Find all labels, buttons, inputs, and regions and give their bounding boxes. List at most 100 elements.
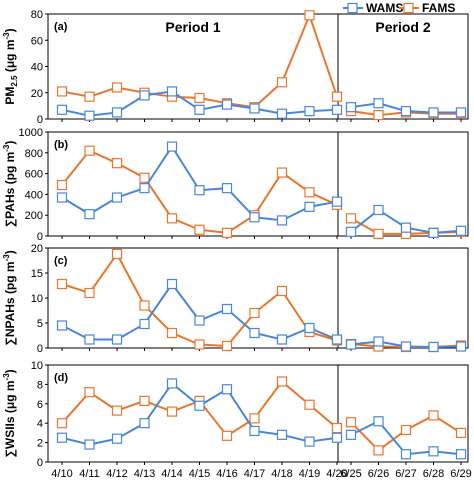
- data-point-fams: [84, 145, 95, 156]
- data-point-wams: [84, 334, 95, 345]
- data-point-fams: [373, 228, 384, 240]
- data-point-wams: [56, 104, 68, 115]
- data-point-wams: [345, 102, 357, 113]
- data-point-fams: [56, 418, 68, 429]
- data-point-fams: [345, 417, 357, 428]
- data-point-fams: [111, 248, 123, 260]
- panel-b: 0 200 400 600 800 1000 (b) ∑PAHs (pg m-3): [2, 127, 469, 243]
- legend-fams-marker: [403, 2, 414, 14]
- data-point-wams: [345, 226, 357, 237]
- x-tick-label: 4/10: [51, 468, 72, 480]
- x-tick-label: 6/27: [395, 468, 416, 480]
- x-tick-label: 4/17: [244, 468, 265, 480]
- y-tick-label: 0: [37, 343, 43, 355]
- data-point-fams: [166, 327, 178, 339]
- data-point-wams: [194, 400, 205, 411]
- panel-a: 0 20 40 60 80 (a) PM2.5 (μg m-3) Period 1 Period…: [2, 9, 469, 126]
- data-point-wams: [166, 86, 178, 97]
- data-point-wams: [331, 104, 343, 115]
- y-tick-label: 10: [31, 360, 43, 372]
- y-tick-label: 40: [31, 62, 43, 74]
- data-point-wams: [428, 227, 439, 238]
- legend-wams-label: WAMS: [366, 1, 403, 15]
- panel-label: (a): [54, 21, 68, 33]
- y-tick-label: 400: [25, 189, 43, 201]
- period-1-label: Period 1: [165, 19, 220, 35]
- data-point-fams: [345, 213, 357, 224]
- x-tick-label: 4/13: [134, 468, 155, 480]
- data-point-wams: [56, 320, 68, 331]
- y-tick-label: 6: [37, 399, 43, 411]
- y-tick-label: 200: [25, 210, 43, 222]
- data-point-fams: [56, 278, 68, 290]
- data-point-fams: [331, 422, 343, 434]
- series-line-fams-period1: [61, 252, 338, 348]
- data-point-wams: [194, 185, 205, 196]
- data-point-wams: [455, 225, 467, 236]
- data-point-fams: [84, 287, 95, 299]
- y-tick-label: 5: [37, 318, 43, 330]
- data-point-fams: [194, 339, 205, 350]
- x-tick-label: 4/16: [216, 468, 237, 480]
- x-axis-labels: 4/10 4/11 4/12 4/13 4/14 4/15 4/16 4/17 4/18 4/19…: [51, 468, 471, 480]
- data-point-fams: [84, 91, 95, 102]
- data-point-wams: [345, 429, 357, 440]
- data-point-fams: [194, 224, 205, 235]
- data-point-wams: [166, 278, 178, 290]
- data-point-wams: [139, 90, 150, 101]
- panel-label: (c): [54, 255, 68, 267]
- data-point-wams: [194, 104, 205, 115]
- data-point-wams: [249, 212, 260, 223]
- y-tick-label: 0: [37, 231, 43, 243]
- data-point-wams: [373, 336, 384, 347]
- panel-label: (d): [54, 372, 68, 384]
- data-point-wams: [56, 192, 68, 203]
- data-point-wams: [139, 318, 150, 330]
- data-point-wams: [304, 436, 315, 447]
- data-point-wams: [428, 446, 439, 457]
- y-tick-label: 600: [25, 169, 43, 181]
- data-point-fams: [139, 395, 150, 406]
- y-tick-label: 1000: [19, 127, 43, 139]
- x-tick-label: 4/14: [161, 468, 182, 480]
- y-tick-label: 4: [37, 418, 43, 430]
- data-point-wams: [304, 201, 315, 212]
- data-point-wams: [428, 341, 439, 353]
- data-point-wams: [221, 384, 233, 395]
- data-point-fams: [111, 405, 123, 416]
- x-tick-label: 4/20: [326, 468, 347, 480]
- data-point-fams: [139, 172, 150, 183]
- y-axis-label: ∑WSIIs (μg m-3): [2, 369, 17, 457]
- data-point-wams: [139, 418, 150, 429]
- x-tick-label: 4/15: [189, 468, 210, 480]
- x-tick-label: 4/19: [299, 468, 320, 480]
- data-point-fams: [221, 430, 233, 441]
- y-tick-label: 8: [37, 379, 43, 391]
- data-point-fams: [166, 213, 178, 224]
- y-tick-label: 60: [31, 35, 43, 47]
- data-point-wams: [166, 141, 178, 152]
- x-tick-label: 6/26: [368, 468, 389, 480]
- data-point-wams: [373, 416, 384, 427]
- data-point-wams: [221, 183, 233, 194]
- y-tick-label: 0: [37, 457, 43, 469]
- data-point-wams: [400, 222, 412, 233]
- x-tick-label: 6/25: [340, 468, 361, 480]
- data-point-fams: [276, 167, 288, 178]
- data-point-fams: [84, 387, 95, 398]
- x-tick-label: 6/29: [450, 468, 471, 480]
- data-point-wams: [84, 209, 95, 220]
- data-point-fams: [111, 82, 123, 93]
- legend-fams-label: FAMS: [422, 1, 455, 15]
- y-tick-label: 10: [31, 293, 43, 305]
- data-point-fams: [304, 187, 315, 198]
- data-point-fams: [304, 10, 315, 21]
- data-point-fams: [400, 424, 412, 436]
- data-point-wams: [84, 110, 95, 121]
- data-point-wams: [400, 106, 412, 117]
- y-axis-label: ∑PAHs (pg m-3): [2, 141, 17, 228]
- data-point-fams: [249, 413, 260, 424]
- data-point-fams: [455, 427, 467, 438]
